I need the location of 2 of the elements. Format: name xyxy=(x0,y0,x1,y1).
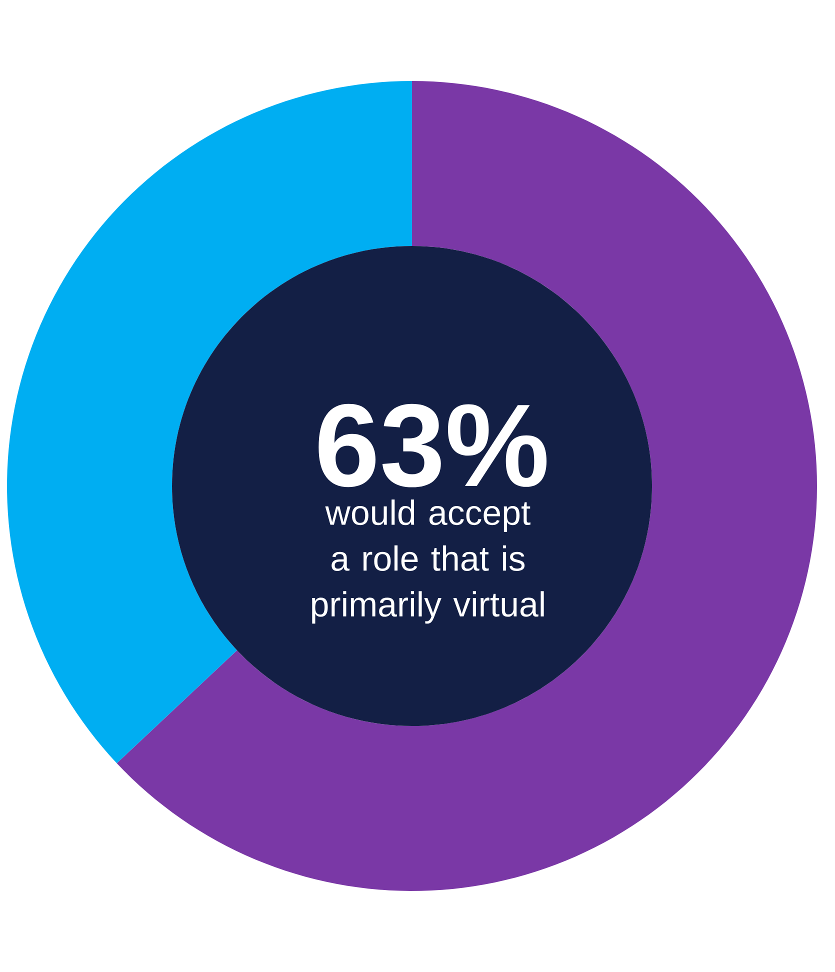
text: would accept a role that is primarily virtual xyxy=(312,500,544,624)
data-label: 63% xyxy=(318,404,547,488)
